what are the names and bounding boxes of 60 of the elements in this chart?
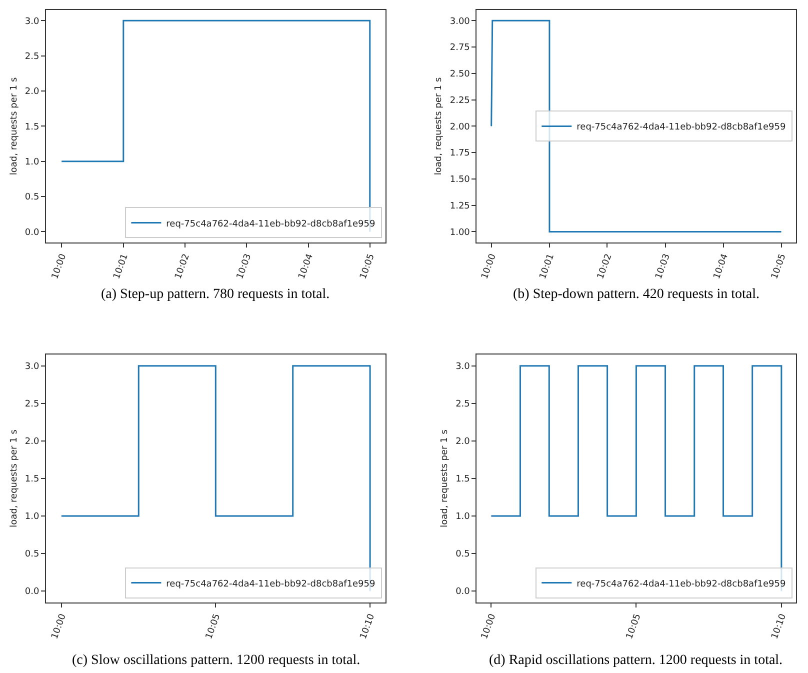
x-tick-label: 10:05 (204, 612, 223, 641)
y-tick-label: 2.5 (456, 400, 470, 410)
y-tick-label: 2.50 (450, 70, 470, 80)
y-tick-label: 2.00 (450, 122, 470, 132)
x-tick-label: 10:00 (50, 612, 69, 641)
y-tick-label: 2.0 (24, 437, 40, 448)
y-axis-title: load, requests per 1 s (9, 76, 20, 176)
y-tick-label: 2.0 (24, 87, 40, 98)
x-tick-label: 10:03 (235, 252, 254, 281)
x-tick-label: 10:01 (538, 252, 557, 281)
legend-label: req-75c4a762-4da4-11eb-bb92-d8cb8af1e959 (166, 579, 376, 590)
y-tick-label: 0.0 (456, 587, 470, 598)
x-tick-label: 10:05 (624, 612, 644, 641)
y-tick-label: 1.00 (450, 228, 470, 238)
y-tick-label: 1.0 (24, 512, 40, 522)
y-tick-label: 2.5 (24, 400, 40, 410)
y-tick-label: 2.25 (450, 96, 470, 106)
y-tick-label: 2.75 (450, 43, 470, 54)
y-tick-label: 1.50 (450, 175, 470, 186)
text: (a) Step-up pattern. 780 requests in total. (101, 287, 330, 302)
y-tick-label: 0.0 (24, 587, 40, 598)
legend-label: req-75c4a762-4da4-11eb-bb92-d8cb8af1e959 (576, 122, 786, 133)
y-tick-label: 1.25 (450, 201, 470, 212)
y-tick-label: 0.0 (24, 228, 40, 238)
y-tick-label: 0.5 (456, 550, 470, 560)
x-tick-label: 10:04 (297, 252, 316, 281)
y-tick-label: 0.5 (24, 192, 40, 203)
x-tick-label: 10:02 (596, 252, 614, 281)
y-axis-title: load, requests per 1 s (9, 429, 20, 528)
x-tick-label: 10:04 (712, 252, 731, 281)
y-tick-label: 3.0 (24, 362, 40, 372)
text: (c) Slow oscillations pattern. 1200 requests in total. (72, 653, 360, 668)
y-axis-title: load, requests per 1 s (434, 76, 444, 176)
y-tick-label: 1.0 (24, 158, 40, 168)
y-tick-label: 3.0 (456, 362, 470, 372)
y-tick-label: 3.0 (24, 16, 40, 27)
x-tick-label: 10:00 (480, 612, 498, 641)
y-tick-label: 1.5 (24, 122, 40, 132)
y-axis-title: load, requests per 1 s (440, 429, 450, 528)
y-tick-label: 1.5 (456, 474, 470, 485)
x-tick-label: 10:02 (174, 252, 192, 281)
y-tick-label: 3.00 (450, 16, 470, 27)
text: (d) Rapid oscillations pattern. 1200 requests in total. (489, 653, 783, 668)
x-tick-label: 10:00 (480, 252, 498, 281)
x-tick-label: 10:10 (358, 612, 378, 641)
x-tick-label: 10:10 (770, 612, 789, 641)
x-tick-label: 10:00 (50, 252, 69, 281)
y-tick-label: 1.75 (450, 148, 470, 159)
legend-label: req-75c4a762-4da4-11eb-bb92-d8cb8af1e959 (576, 579, 786, 590)
text: (b) Step-down pattern. 420 requests in total. (513, 287, 760, 302)
y-tick-label: 1.0 (456, 512, 470, 522)
x-tick-label: 10:03 (654, 252, 672, 281)
y-tick-label: 1.5 (24, 474, 40, 485)
y-tick-label: 2.0 (456, 437, 470, 448)
y-tick-label: 0.5 (24, 550, 40, 560)
x-tick-label: 10:05 (770, 252, 788, 281)
x-tick-label: 10:05 (358, 252, 377, 281)
legend-label: req-75c4a762-4da4-11eb-bb92-d8cb8af1e959 (166, 219, 376, 230)
y-tick-label: 2.5 (24, 52, 40, 62)
x-tick-label: 10:01 (112, 252, 130, 281)
